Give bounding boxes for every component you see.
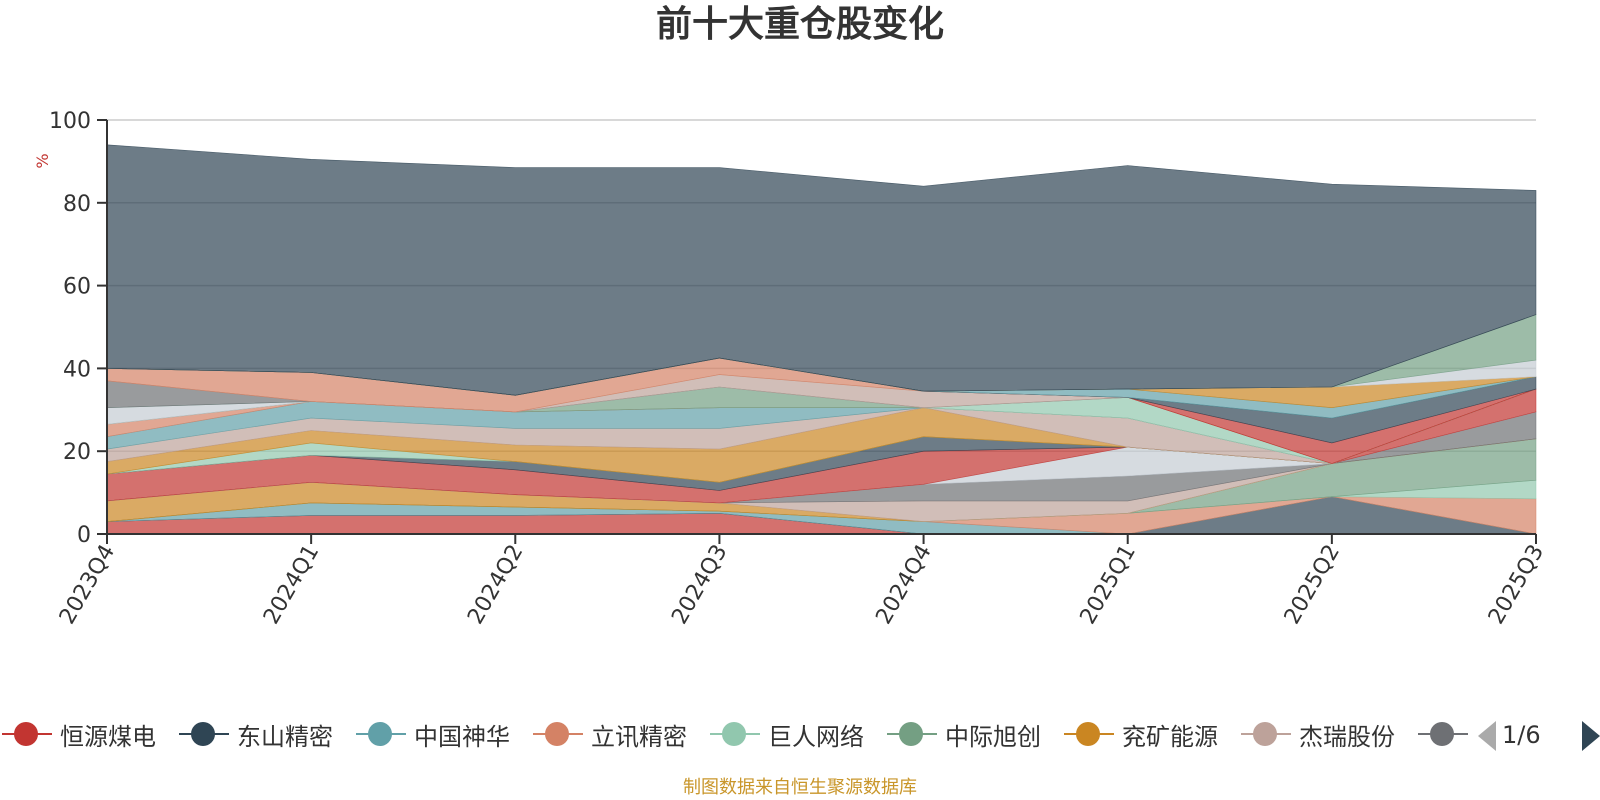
area-layer [106,144,1537,535]
legend-item[interactable]: 巨人网络 [710,712,864,756]
x-tick-label: 2025Q1 [1076,541,1141,629]
legend-item[interactable]: 立讯精密 [533,712,687,756]
y-axis-unit: % [33,153,52,168]
x-tick-label: 2025Q3 [1484,541,1549,629]
legend-label: 杰瑞股份 [1299,722,1395,751]
y-tick-label: 80 [63,192,91,217]
y-tick-label: 100 [49,109,91,134]
legend-label: 中际旭创 [945,722,1041,751]
legend-swatch [710,719,760,749]
y-tick-label: 0 [77,523,91,548]
x-tick-label: 2024Q2 [463,541,528,629]
legend-label: 巨人网络 [768,722,864,751]
legend-swatch [1418,719,1468,749]
legend-label: 东山精密 [237,722,333,751]
legend-swatch [533,719,583,749]
legend-items: 恒源煤电 东山精密 中国神华 立讯精密 巨人网络 中际旭创 兖矿能源 杰瑞股份广 [0,712,1468,756]
x-tick-label: 2023Q4 [55,541,120,629]
chevron-left-icon[interactable] [1478,721,1496,751]
area-series-30[interactable] [106,144,1537,396]
legend: 恒源煤电 东山精密 中国神华 立讯精密 巨人网络 中际旭创 兖矿能源 杰瑞股份广 [0,712,1600,756]
legend-item[interactable]: 恒源煤电 [2,712,156,756]
legend-item[interactable]: 中际旭创 [887,712,1041,756]
legend-swatch [356,719,406,749]
x-tick-label: 2025Q2 [1280,541,1345,629]
legend-item[interactable]: 广 [1418,712,1468,756]
legend-swatch [2,719,52,749]
x-tick-label: 2024Q4 [871,541,936,629]
legend-swatch [1241,719,1291,749]
legend-item[interactable]: 中国神华 [356,712,510,756]
legend-label: 中国神华 [414,722,510,751]
legend-label: 兖矿能源 [1122,722,1218,751]
chart-title: 前十大重仓股变化 [655,4,944,45]
legend-label: 恒源煤电 [60,722,156,751]
legend-swatch [887,719,937,749]
legend-swatch [1064,719,1114,749]
legend-swatch [179,719,229,749]
legend-page-indicator: 1/6 [1502,721,1541,749]
x-tick-label: 2024Q1 [259,541,324,629]
y-tick-label: 40 [63,357,91,382]
legend-pager: 1/6 [1468,716,1600,756]
chevron-right-icon[interactable] [1582,721,1600,751]
legend-item[interactable]: 杰瑞股份 [1241,712,1395,756]
source-note: 制图数据来自恒生聚源数据库 [683,777,917,798]
x-tick-label: 2024Q3 [667,541,732,629]
legend-label: 立讯精密 [591,722,687,751]
legend-item[interactable]: 兖矿能源 [1064,712,1218,756]
legend-item[interactable]: 东山精密 [179,712,333,756]
y-tick-label: 60 [63,275,91,300]
y-tick-label: 20 [63,440,91,465]
